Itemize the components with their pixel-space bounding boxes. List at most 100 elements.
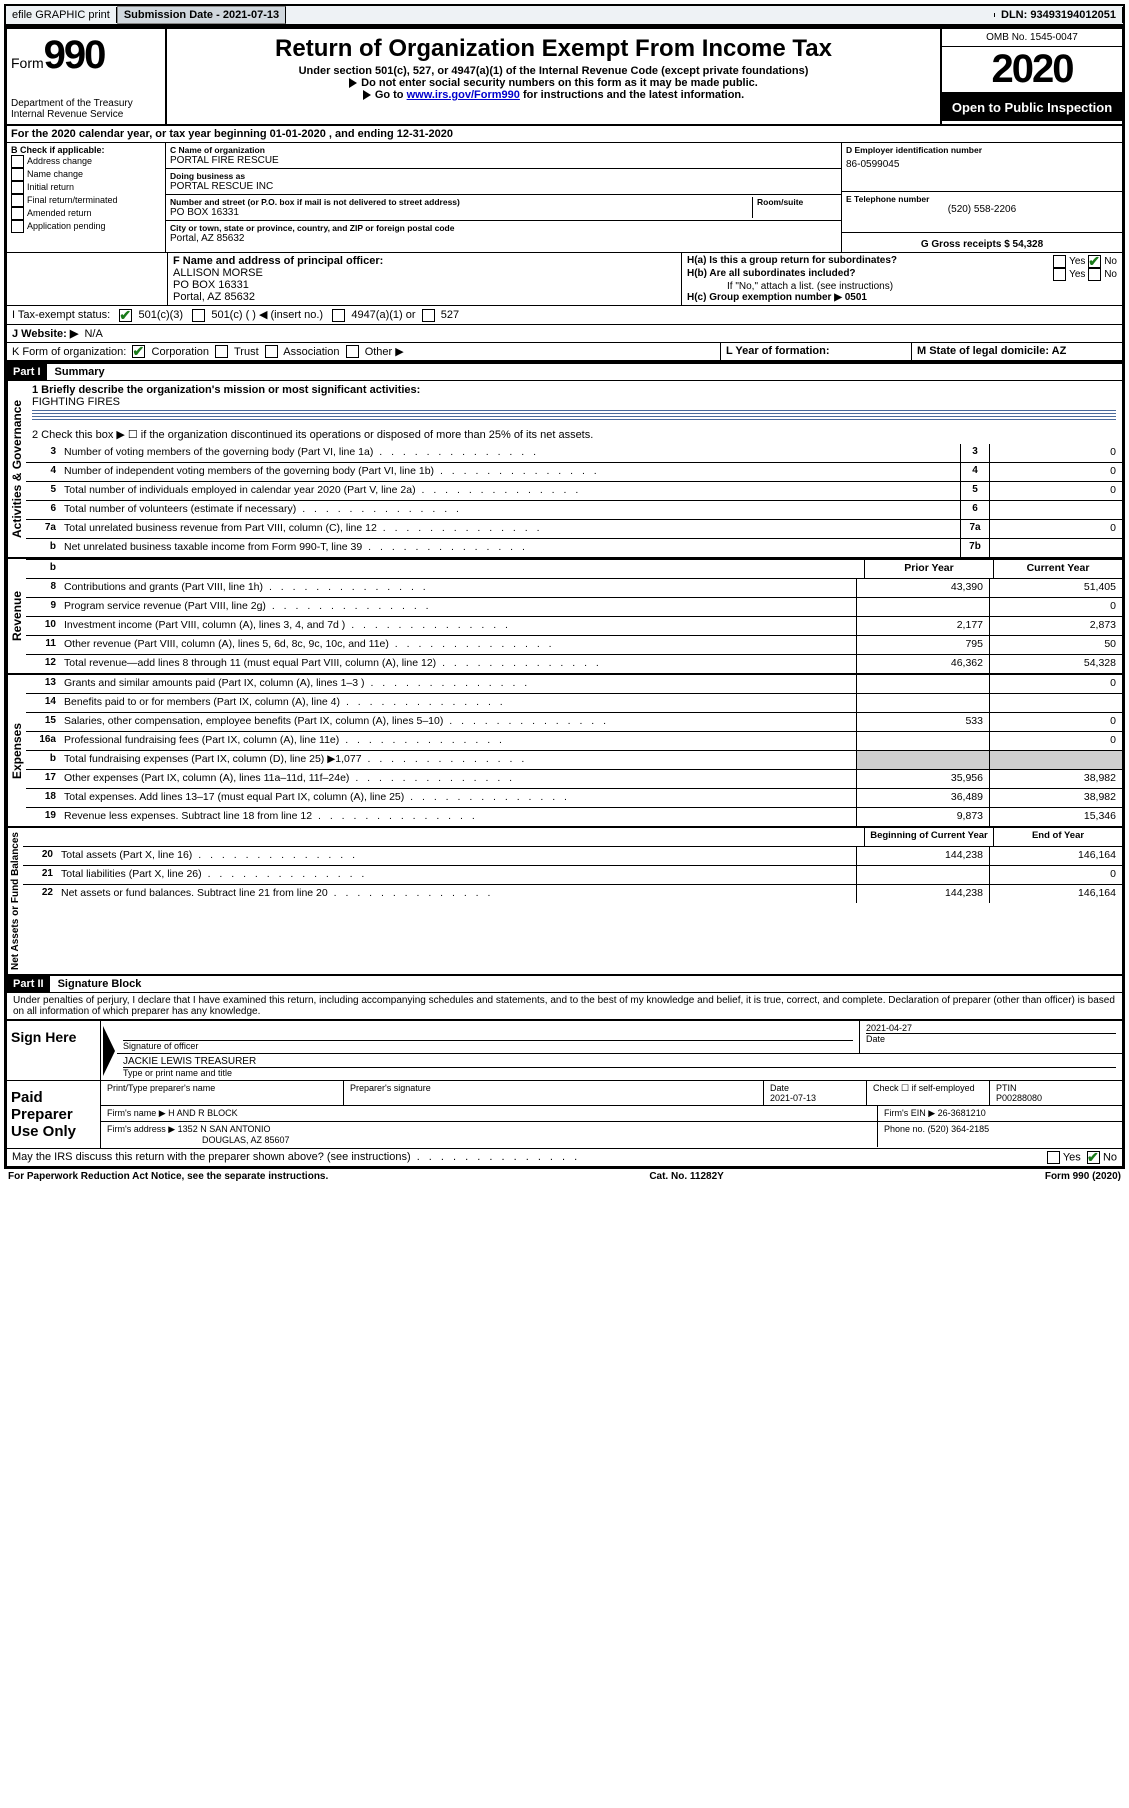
- corp-checkbox[interactable]: [132, 345, 145, 358]
- page-footer: For Paperwork Reduction Act Notice, see …: [4, 1169, 1125, 1184]
- no-label: No: [1103, 1152, 1117, 1164]
- org-name-label: C Name of organization: [170, 145, 837, 155]
- department-label: Department of the Treasury Internal Reve…: [11, 98, 161, 120]
- website-label: J Website: ▶: [12, 328, 78, 340]
- line-j: J Website: ▶ N/A: [7, 325, 1122, 343]
- na-current-header: End of Year: [993, 828, 1122, 846]
- officer-addr: PO BOX 16331: [173, 279, 676, 291]
- 501c3-checkbox[interactable]: [119, 309, 132, 322]
- checkbox-amended[interactable]: [11, 207, 24, 220]
- ein-value: 86-0599045: [846, 159, 1118, 170]
- expense-line: 16a Professional fundraising fees (Part …: [26, 732, 1122, 751]
- form-title: Return of Organization Exempt From Incom…: [177, 35, 930, 63]
- line-a-text: For the 2020 calendar year, or tax year …: [7, 126, 457, 142]
- ha-no-checkbox[interactable]: [1088, 255, 1101, 268]
- q2-text: 2 Check this box ▶ ☐ if the organization…: [26, 425, 1122, 444]
- hb-yes-checkbox[interactable]: [1053, 268, 1066, 281]
- line-a: For the 2020 calendar year, or tax year …: [7, 126, 1122, 143]
- footer-left: For Paperwork Reduction Act Notice, see …: [8, 1171, 328, 1182]
- penalties-text: Under penalties of perjury, I declare th…: [7, 993, 1122, 1020]
- 501c-checkbox[interactable]: [192, 309, 205, 322]
- checkbox-initial[interactable]: [11, 181, 24, 194]
- trust-checkbox[interactable]: [215, 345, 228, 358]
- q1-value: FIGHTING FIRES: [32, 396, 1116, 408]
- 4947-checkbox[interactable]: [332, 309, 345, 322]
- 527-checkbox[interactable]: [422, 309, 435, 322]
- arrow-icon: [363, 90, 371, 100]
- addr-label: Number and street (or P.O. box if mail i…: [170, 197, 752, 207]
- part2-title: Signature Block: [50, 976, 150, 992]
- section-netassets: Net Assets or Fund Balances Beginning of…: [7, 828, 1122, 974]
- form-container: Form990 Department of the Treasury Inter…: [4, 26, 1125, 1169]
- summary-line: 3 Number of voting members of the govern…: [26, 444, 1122, 463]
- no-label: No: [1104, 256, 1117, 267]
- arrow-icon: [349, 78, 357, 88]
- dln-label: DLN: 93493194012051: [995, 7, 1123, 23]
- checkbox-name[interactable]: [11, 168, 24, 181]
- part2-tag: Part II: [7, 976, 50, 992]
- tax-status-label: I Tax-exempt status:: [12, 309, 110, 321]
- revenue-line: 12 Total revenue—add lines 8 through 11 …: [26, 655, 1122, 673]
- expense-line: b Total fundraising expenses (Part IX, c…: [26, 751, 1122, 770]
- firm-name-label: Firm's name ▶: [107, 1108, 166, 1118]
- part1-tag: Part I: [7, 364, 47, 380]
- prep-selfemp: Check ☐ if self-employed: [873, 1083, 975, 1093]
- other-checkbox[interactable]: [346, 345, 359, 358]
- line-k: K Form of organization: Corporation Trus…: [7, 343, 1122, 363]
- opt-corp: Corporation: [152, 346, 209, 358]
- form-subtitle: Under section 501(c), 527, or 4947(a)(1)…: [177, 65, 930, 77]
- tax-year: 2020: [942, 47, 1122, 94]
- side-netassets: Net Assets or Fund Balances: [7, 828, 23, 974]
- form-header: Form990 Department of the Treasury Inter…: [7, 29, 1122, 126]
- firm-name: H AND R BLOCK: [168, 1108, 238, 1118]
- discuss-no-checkbox[interactable]: [1087, 1151, 1100, 1164]
- opt-final: Final return/terminated: [27, 195, 118, 205]
- revenue-line: 9 Program service revenue (Part VIII, li…: [26, 598, 1122, 617]
- firm-addr2: DOUGLAS, AZ 85607: [202, 1135, 290, 1145]
- dba-label: Doing business as: [170, 171, 837, 181]
- expense-line: 15 Salaries, other compensation, employe…: [26, 713, 1122, 732]
- officer-name: ALLISON MORSE: [173, 267, 676, 279]
- officer-label: F Name and address of principal officer:: [173, 255, 676, 267]
- org-name: PORTAL FIRE RESCUE: [170, 155, 837, 166]
- summary-line: 5 Total number of individuals employed i…: [26, 482, 1122, 501]
- irs-link[interactable]: www.irs.gov/Form990: [407, 89, 520, 101]
- opt-address: Address change: [27, 156, 92, 166]
- firm-ein-label: Firm's EIN ▶: [884, 1108, 935, 1118]
- part1-header: Part I Summary: [7, 362, 1122, 381]
- side-revenue: Revenue: [7, 559, 26, 673]
- prep-name-header: Print/Type preparer's name: [107, 1083, 215, 1093]
- dba-value: PORTAL RESCUE INC: [170, 181, 837, 192]
- opt-501c: 501(c) ( ) ◀ (insert no.): [211, 309, 323, 321]
- ha-yes-checkbox[interactable]: [1053, 255, 1066, 268]
- header-right: OMB No. 1545-0047 2020 Open to Public In…: [940, 29, 1122, 124]
- efile-label: efile GRAPHIC print: [6, 7, 117, 23]
- top-bar: efile GRAPHIC print Submission Date - 20…: [4, 4, 1125, 26]
- submission-button[interactable]: Submission Date - 2021-07-13: [117, 6, 286, 24]
- paid-preparer-block: Paid Preparer Use Only Print/Type prepar…: [7, 1080, 1122, 1149]
- note-ssn: Do not enter social security numbers on …: [361, 77, 758, 89]
- checkbox-address[interactable]: [11, 155, 24, 168]
- discuss-yes-checkbox[interactable]: [1047, 1151, 1060, 1164]
- revenue-line: 10 Investment income (Part VIII, column …: [26, 617, 1122, 636]
- checkbox-final[interactable]: [11, 194, 24, 207]
- footer-center: Cat. No. 11282Y: [649, 1171, 723, 1182]
- assoc-checkbox[interactable]: [265, 345, 278, 358]
- block-fh: F Name and address of principal officer:…: [7, 253, 1122, 306]
- open-public-badge: Open to Public Inspection: [942, 94, 1122, 121]
- prior-year-header: Prior Year: [864, 560, 993, 578]
- revenue-line: 8 Contributions and grants (Part VIII, l…: [26, 579, 1122, 598]
- netasset-line: 21 Total liabilities (Part X, line 26) 0: [23, 866, 1122, 885]
- checkbox-pending[interactable]: [11, 220, 24, 233]
- section-governance: Activities & Governance 1 Briefly descri…: [7, 381, 1122, 559]
- hb-note: If "No," attach a list. (see instruction…: [687, 281, 1117, 292]
- ein-label: D Employer identification number: [846, 145, 1118, 155]
- section-expenses: Expenses 13 Grants and similar amounts p…: [7, 675, 1122, 828]
- hb-no-checkbox[interactable]: [1088, 268, 1101, 281]
- room-label: Room/suite: [757, 197, 837, 207]
- opt-527: 527: [441, 309, 459, 321]
- opt-assoc: Association: [283, 346, 339, 358]
- discuss-row: May the IRS discuss this return with the…: [7, 1149, 1122, 1166]
- omb-label: OMB No. 1545-0047: [942, 29, 1122, 47]
- opt-trust: Trust: [234, 346, 259, 358]
